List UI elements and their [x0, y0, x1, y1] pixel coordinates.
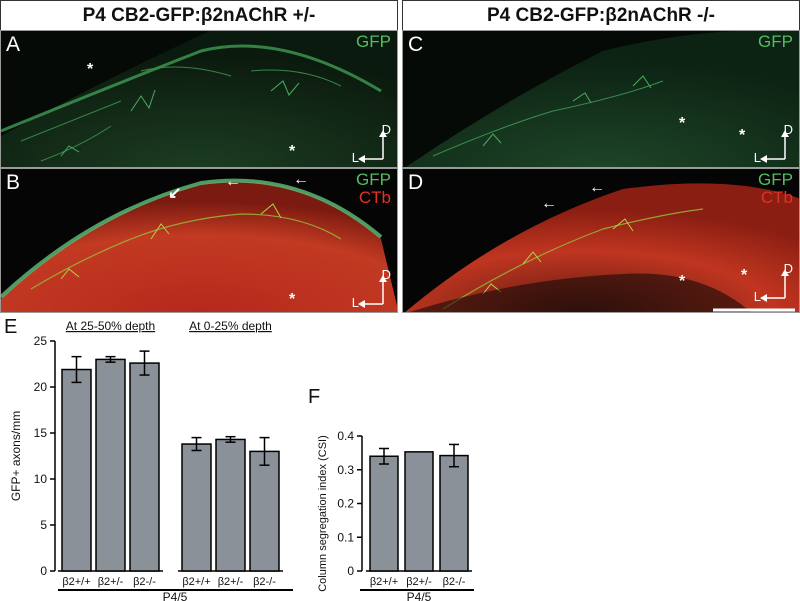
- panel-c-marker-2: *: [739, 127, 746, 144]
- panel-c-orientation-arrows: [760, 130, 789, 163]
- chart-e-y-tick-label: 15: [34, 426, 48, 440]
- panel-d-arrow-2: ←: [589, 179, 605, 196]
- panel-a-orientation-arrows: [358, 130, 387, 163]
- graph-f-panel-label: F: [308, 386, 321, 408]
- micrograph-panel-b: B GFP CTb ↙ ← ← * D L: [0, 168, 398, 313]
- panel-b-arrow-2: ←: [225, 173, 241, 190]
- panel-b-label: B: [6, 171, 21, 194]
- header-left: P4 CB2-GFP:β2nAChR +/-: [0, 0, 398, 30]
- chart-e-bar: [215, 438, 246, 572]
- chart-e-x-axis-label: P4/5: [163, 590, 188, 601]
- chart-f: 0 0.1 0.2 0.3 0.4 Column segregation index (C…: [317, 429, 474, 601]
- panel-b-arrow-1: ↙: [168, 185, 182, 202]
- panel-d-image: [405, 183, 799, 312]
- panel-a-lateral-label: L: [351, 150, 359, 165]
- panel-a-image: [1, 31, 397, 167]
- chart-e: 0 5 10 15 20 25 GFP+ axons/mm At 25-50% depth β2…: [9, 319, 293, 601]
- chart-f-x-axis-label: P4/5: [407, 590, 432, 601]
- panel-b-arrow-3: ←: [293, 171, 309, 188]
- panel-c-lateral-label: L: [753, 150, 761, 165]
- panel-b-orientation-arrows: [358, 275, 387, 308]
- panel-b-lateral-label: L: [351, 295, 359, 310]
- chart-f-y-tick-label: 0.1: [337, 530, 354, 544]
- panel-c-gfp-label: GFP: [758, 32, 793, 51]
- panel-d-orientation-arrows: [760, 269, 789, 302]
- chart-e-category-label: β2+/-: [218, 576, 244, 588]
- chart-e-y-tick-label: 10: [34, 472, 48, 486]
- panel-a-gfp-label: GFP: [356, 32, 391, 51]
- panel-c-label: C: [408, 33, 424, 56]
- panel-d-label: D: [408, 171, 424, 194]
- panel-b-gfp-label: GFP: [356, 170, 391, 189]
- chart-e-category-label: β2+/-: [98, 576, 124, 588]
- panel-c-image: [405, 31, 799, 167]
- panel-b-ctb-label: CTb: [358, 188, 391, 207]
- graph-e-panel-label: E: [4, 316, 18, 338]
- chart-f-y-tick-label: 0: [347, 564, 354, 578]
- panel-b-dorsal-label: D: [381, 267, 391, 282]
- chart-f-y-tick-label: 0.4: [337, 429, 354, 443]
- chart-e-bar: [129, 362, 160, 572]
- panel-a-marker-1: *: [87, 61, 94, 78]
- micrograph-panel-d: D GFP CTb ← ← * * D L: [402, 168, 800, 313]
- panel-a-marker-2: *: [289, 143, 296, 160]
- panel-c-dorsal-label: D: [783, 122, 793, 137]
- chart-e-bar: [181, 443, 212, 572]
- chart-e-group-title: At 0-25% depth: [189, 319, 272, 333]
- chart-e-bar: [95, 358, 126, 572]
- panel-d-gfp-label: GFP: [758, 170, 793, 189]
- header-right: P4 CB2-GFP:β2nAChR -/-: [402, 0, 800, 30]
- chart-e-category-label: β2-/-: [133, 576, 156, 588]
- chart-f-bar: [404, 451, 434, 572]
- panel-d-arrow-1: ←: [541, 195, 557, 212]
- chart-f-bar: [439, 454, 469, 572]
- chart-f-y-axis-label: Column segregation index (CSI): [317, 435, 329, 592]
- chart-e-y-axis-label: GFP+ axons/mm: [9, 411, 23, 501]
- panel-d-lateral-label: L: [753, 289, 761, 304]
- chart-e-group-title: At 25-50% depth: [66, 319, 155, 333]
- chart-e-y-tick-label: 5: [40, 518, 47, 532]
- micrograph-panel-a: A GFP * * D L: [0, 30, 398, 168]
- chart-e-y-tick-label: 0: [40, 564, 47, 578]
- panel-d-marker-2: *: [741, 267, 748, 284]
- panel-d-dorsal-label: D: [783, 261, 793, 276]
- chart-f-category-label: β2+/+: [370, 576, 398, 588]
- chart-f-category-label: β2+/-: [406, 576, 432, 588]
- chart-e-bar: [61, 368, 92, 572]
- chart-f-category-label: β2-/-: [443, 576, 466, 588]
- chart-e-y-tick-label: 25: [34, 334, 48, 348]
- panel-b-marker: *: [289, 291, 296, 308]
- chart-f-y-tick-label: 0.2: [337, 497, 354, 511]
- chart-f-bar: [369, 455, 399, 572]
- micrograph-panel-c: C GFP * * D L: [402, 30, 800, 168]
- chart-e-y-tick-label: 20: [34, 380, 48, 394]
- chart-e-bar: [249, 450, 280, 572]
- chart-f-y-tick-label: 0.3: [337, 463, 354, 477]
- panel-b-image: [1, 178, 397, 312]
- panel-d-marker-1: *: [679, 273, 686, 290]
- chart-e-category-label: β2+/+: [62, 576, 90, 588]
- chart-e-category-label: β2+/+: [182, 576, 210, 588]
- panel-d-ctb-label: CTb: [760, 188, 793, 207]
- panel-a-dorsal-label: D: [381, 122, 391, 137]
- panel-c-marker-1: *: [679, 115, 686, 132]
- panel-a-label: A: [6, 33, 21, 56]
- chart-e-category-label: β2-/-: [253, 576, 276, 588]
